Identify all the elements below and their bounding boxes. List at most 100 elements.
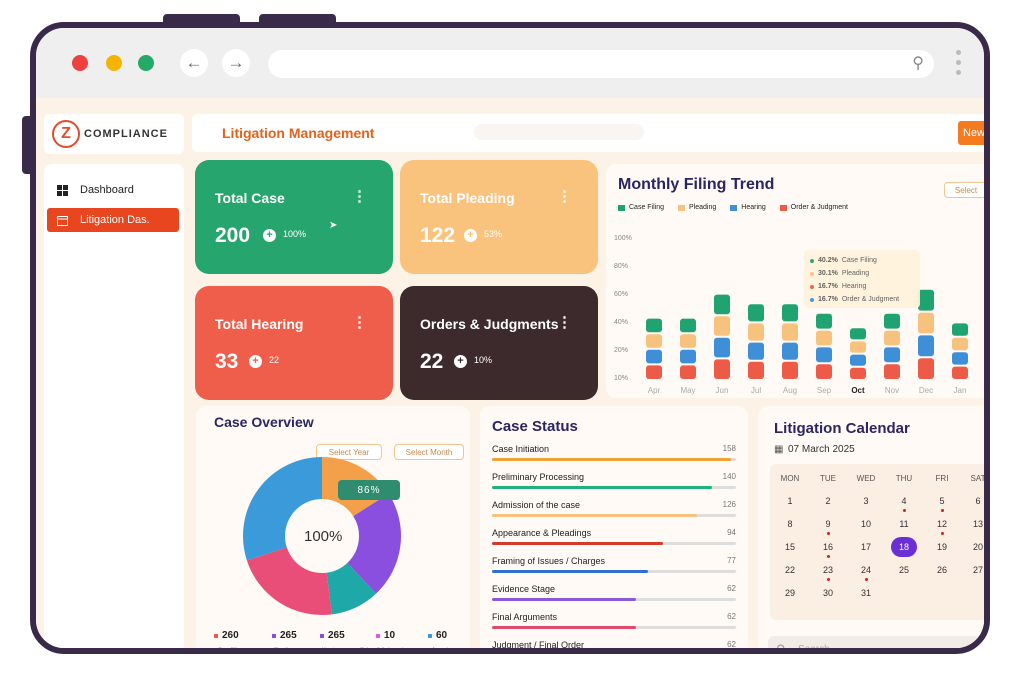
status-row[interactable]: Case Initiation 158 <box>492 444 736 472</box>
calendar-day[interactable]: 31 <box>860 588 871 598</box>
bar-segment[interactable] <box>714 294 730 315</box>
forward-arrow-icon[interactable]: → <box>222 49 250 77</box>
more-options-icon[interactable]: ⋮ <box>352 314 367 331</box>
bar-segment[interactable] <box>680 334 696 348</box>
bar-segment[interactable] <box>680 349 696 364</box>
calendar-day[interactable]: 24 <box>860 565 871 575</box>
card-orders-judgments[interactable]: Orders & Judgments ⋮ 22 + 10% <box>400 286 598 400</box>
status-row[interactable]: Admission of the case 126 <box>492 500 736 528</box>
minimize-window-button[interactable] <box>106 55 122 71</box>
bar-segment[interactable] <box>714 359 730 379</box>
status-row[interactable]: Final Arguments 62 <box>492 612 736 640</box>
close-window-button[interactable] <box>72 55 88 71</box>
browser-menu-icon[interactable] <box>956 50 962 75</box>
sidebar-item-litigation[interactable]: Litigation Das. <box>47 208 179 232</box>
bar-segment[interactable] <box>884 330 900 346</box>
bar-segment[interactable] <box>816 347 832 363</box>
bar-segment[interactable] <box>816 313 832 329</box>
bar-segment[interactable] <box>680 318 696 333</box>
bar-segment[interactable] <box>918 358 934 379</box>
calendar-day[interactable]: 25 <box>898 565 909 575</box>
bar-segment[interactable] <box>782 323 798 341</box>
card-total-hearing[interactable]: Total Hearing ⋮ 33 + 22 <box>195 286 393 400</box>
more-options-icon[interactable]: ⋮ <box>352 188 367 205</box>
bar-segment[interactable] <box>748 304 764 322</box>
calendar-day[interactable]: 4 <box>901 496 907 506</box>
calendar-day[interactable]: 26 <box>936 565 947 575</box>
calendar-day[interactable]: 22 <box>784 565 795 575</box>
bar-segment[interactable] <box>782 361 798 379</box>
calendar-grid[interactable]: MON TUE WED THU FRI SAT 1 2 3 4 5 6 8 9 10 11 12 13 15 16 17… <box>770 464 984 620</box>
calendar-day[interactable]: 18 <box>898 542 909 552</box>
calendar-day[interactable]: 6 <box>975 496 981 506</box>
calendar-day[interactable]: 10 <box>860 519 871 529</box>
status-row[interactable]: Preliminary Processing 140 <box>492 472 736 500</box>
calendar-day[interactable]: 27 <box>972 565 983 575</box>
calendar-day[interactable]: 20 <box>972 542 983 552</box>
calendar-day[interactable]: 5 <box>939 496 945 506</box>
calendar-search-field[interactable]: ⚲ Search <box>768 636 984 648</box>
bar-segment[interactable] <box>680 365 696 379</box>
calendar-day[interactable]: 29 <box>784 588 795 598</box>
monthly-filing-chart[interactable]: 100% 80% 60% 40% 20% 10% Apr May Jun Jul Aug Sep Oct… <box>606 164 990 398</box>
calendar-day[interactable]: 8 <box>787 519 793 529</box>
calendar-day[interactable]: 11 <box>899 519 909 529</box>
calendar-day[interactable]: 1 <box>787 496 793 506</box>
more-options-icon[interactable]: ⋮ <box>557 188 572 205</box>
bar-segment[interactable] <box>646 334 662 348</box>
bar-segment[interactable] <box>782 342 798 360</box>
sidebar-item-dashboard[interactable]: Dashboard <box>47 178 179 202</box>
donut-slice[interactable] <box>243 457 324 561</box>
address-bar[interactable]: ⚲ <box>268 50 934 78</box>
select-month-button[interactable]: Select Month <box>394 444 464 460</box>
more-options-icon[interactable]: ⋮ <box>557 314 572 331</box>
chart-select-button[interactable]: Select <box>944 182 984 198</box>
bar-segment[interactable] <box>646 365 662 379</box>
bar-segment[interactable] <box>714 316 730 336</box>
status-row[interactable]: Framing of Issues / Charges 77 <box>492 556 736 584</box>
bar-segment[interactable] <box>782 304 798 322</box>
donut-slice[interactable] <box>325 562 377 615</box>
case-overview-donut[interactable] <box>196 406 470 654</box>
card-total-pleading[interactable]: Total Pleading ⋮ 122 + 53% <box>400 160 598 274</box>
status-row[interactable]: Evidence Stage 62 <box>492 584 736 612</box>
calendar-day[interactable]: 16 <box>822 542 833 552</box>
bar-segment[interactable] <box>816 364 832 379</box>
bar-segment[interactable] <box>850 341 866 353</box>
bar-segment[interactable] <box>884 347 900 363</box>
bar-segment[interactable] <box>952 366 968 379</box>
bar-segment[interactable] <box>952 337 968 351</box>
bar-segment[interactable] <box>748 361 764 379</box>
calendar-day[interactable]: 12 <box>936 519 947 529</box>
calendar-day[interactable]: 3 <box>863 496 869 506</box>
header-search-field[interactable] <box>474 124 644 140</box>
card-total-case[interactable]: Total Case ⋮ 200 + 100% ➤ <box>195 160 393 274</box>
bar-segment[interactable] <box>850 354 866 366</box>
calendar-day[interactable]: 23 <box>822 565 833 575</box>
bar-segment[interactable] <box>884 313 900 329</box>
new-button[interactable]: New <box>958 121 984 145</box>
bar-segment[interactable] <box>714 337 730 358</box>
bar-segment[interactable] <box>748 342 764 360</box>
back-arrow-icon[interactable]: ← <box>180 49 208 77</box>
donut-slice[interactable] <box>246 546 332 615</box>
calendar-day[interactable]: 19 <box>936 542 947 552</box>
bar-segment[interactable] <box>748 323 764 341</box>
bar-segment[interactable] <box>952 323 968 336</box>
donut-slice[interactable] <box>346 493 401 594</box>
calendar-day[interactable]: 30 <box>822 588 833 598</box>
calendar-day[interactable]: 2 <box>825 496 831 506</box>
calendar-day[interactable]: 9 <box>825 519 831 529</box>
status-row[interactable]: Judgment / Final Order 62 <box>492 640 736 648</box>
status-row[interactable]: Appearance & Pleadings 94 <box>492 528 736 556</box>
calendar-day[interactable]: 15 <box>784 542 795 552</box>
select-year-button[interactable]: Select Year <box>316 444 382 460</box>
bar-segment[interactable] <box>918 289 934 311</box>
bar-segment[interactable] <box>816 330 832 346</box>
bar-segment[interactable] <box>850 328 866 340</box>
calendar-day[interactable]: 13 <box>972 519 983 529</box>
bar-segment[interactable] <box>850 367 866 379</box>
bar-segment[interactable] <box>952 352 968 365</box>
search-icon[interactable]: ⚲ <box>912 55 924 72</box>
bar-segment[interactable] <box>646 318 662 333</box>
